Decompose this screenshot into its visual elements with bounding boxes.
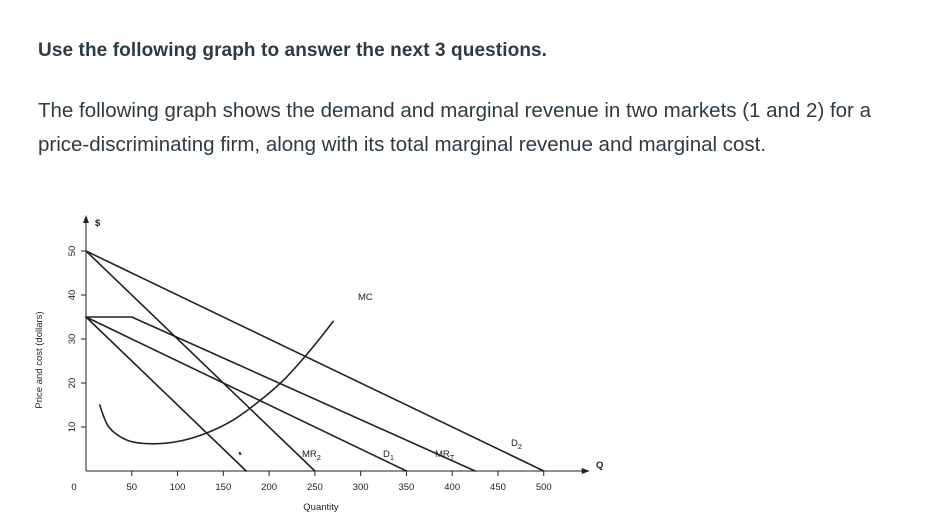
y-tick-label: 50 [67, 246, 78, 257]
series-mr1-line [85, 316, 248, 472]
y-axis-title: Price and cost (dollars) [34, 311, 45, 408]
y-tick-label: 20 [67, 378, 78, 389]
series-mrt-label: MRT [435, 449, 455, 462]
x-tick-label: 150 [215, 482, 231, 493]
question-heading: Use the following graph to answer the ne… [38, 40, 548, 61]
series-mc-label: MC [358, 292, 373, 303]
stray-mark [238, 451, 241, 456]
x-tick-label: 50 [126, 482, 137, 493]
x-tick-label: 100 [170, 482, 186, 493]
x-axis-title: Quantity [303, 502, 339, 513]
y-tick-label: 40 [67, 290, 78, 301]
x-tick-label: 450 [490, 482, 506, 493]
x-tick-label: 350 [398, 482, 414, 493]
x-tick-label: 250 [307, 482, 323, 493]
series-mc-line [98, 320, 334, 445]
x-tick-label: 500 [536, 482, 552, 493]
x-tick-label: 200 [261, 482, 277, 493]
question-description: The following graph shows the demand and… [38, 99, 871, 156]
x-tick-label: 400 [444, 482, 460, 493]
series-d2-label: D2 [511, 438, 522, 451]
stray-mark [239, 451, 242, 456]
series-mr2-line [85, 250, 316, 472]
x-tick-label: 0 [71, 482, 76, 493]
x-tick-label: 300 [353, 482, 369, 493]
series-d2-line [85, 250, 545, 472]
series-d1-line [85, 316, 408, 472]
series-d1-label: D1 [383, 449, 394, 462]
series-mr2-label: MR2 [302, 449, 321, 462]
y-tick-label: 30 [67, 334, 78, 345]
x-end-label: Q [596, 460, 603, 471]
y-unit-label: $ [95, 218, 101, 229]
y-tick-label: 10 [67, 422, 78, 433]
series-mrt-line [85, 316, 476, 472]
x-axis-arrow [581, 468, 590, 474]
y-axis-arrow [83, 215, 89, 223]
